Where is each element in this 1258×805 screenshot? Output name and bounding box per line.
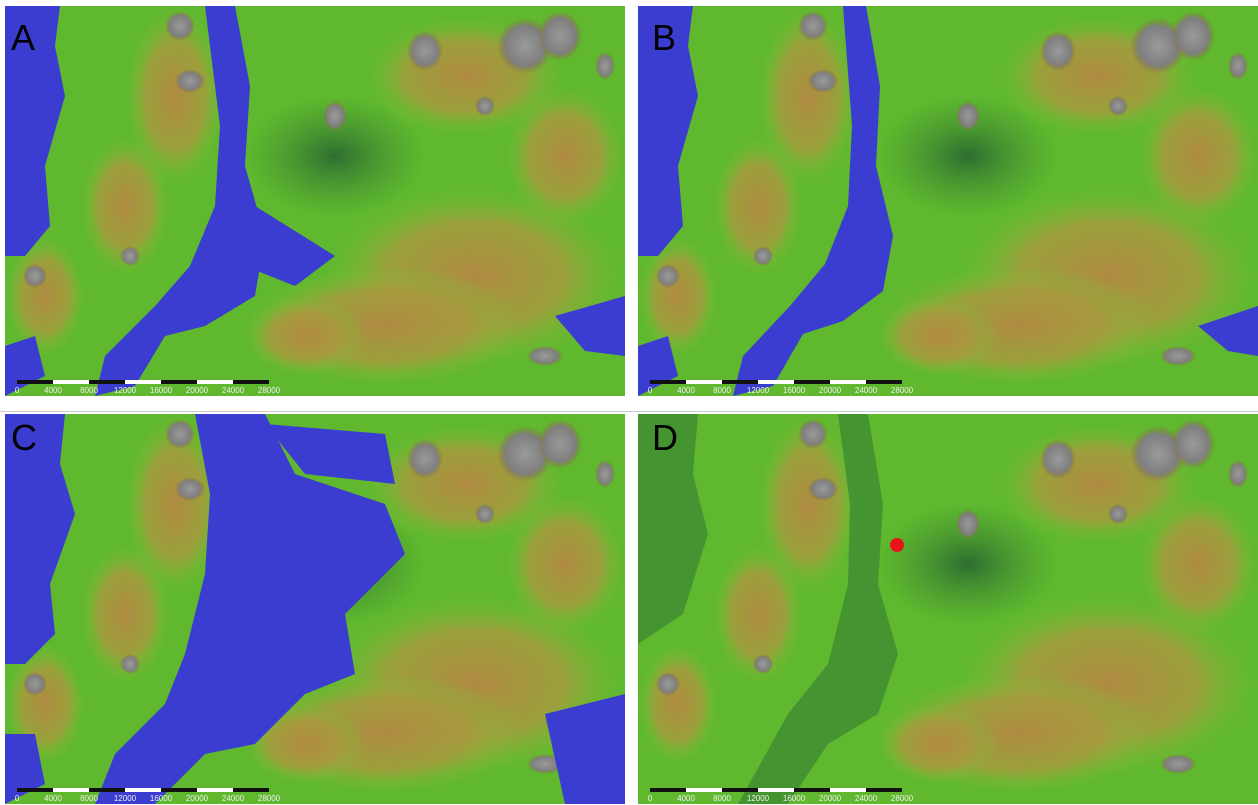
scale-label: 28000 <box>891 794 914 803</box>
scale-label: 12000 <box>114 386 137 395</box>
scale-segment <box>197 380 233 384</box>
scale-segment <box>89 788 125 792</box>
scale-label: 4000 <box>44 794 62 803</box>
scale-segment <box>89 380 125 384</box>
panel-label: A <box>11 17 35 58</box>
scale-segment <box>830 788 866 792</box>
separator <box>0 411 1258 412</box>
scale-label: 24000 <box>222 794 245 803</box>
scale-segment <box>17 788 53 792</box>
scale-label: 8000 <box>80 386 98 395</box>
scale-label: 24000 <box>855 794 878 803</box>
scale-segment <box>197 788 233 792</box>
scale-label: 16000 <box>783 794 806 803</box>
scale-label: 16000 <box>783 386 806 395</box>
map-panel: 0 4000 8000 12000 16000 20000 24000 28000 A <box>5 6 625 396</box>
map-panel: 0 4000 8000 12000 16000 20000 24000 28000 B <box>638 6 1258 396</box>
scale-label: 28000 <box>258 794 281 803</box>
scale-segment <box>161 380 197 384</box>
scale-segment <box>794 788 830 792</box>
scale-segment <box>830 380 866 384</box>
scale-segment <box>125 380 161 384</box>
scale-label: 20000 <box>186 794 209 803</box>
scale-label: 4000 <box>677 386 695 395</box>
scale-label: 8000 <box>713 386 731 395</box>
scale-segment <box>233 380 269 384</box>
scale-segment <box>53 788 89 792</box>
panel-label: C <box>11 417 37 458</box>
scale-label: 20000 <box>819 794 842 803</box>
scale-label: 24000 <box>855 386 878 395</box>
scale-label: 20000 <box>186 386 209 395</box>
scale-segment <box>866 380 902 384</box>
panel-label: B <box>652 17 676 58</box>
scale-label: 8000 <box>80 794 98 803</box>
scale-label: 28000 <box>891 386 914 395</box>
page: 0 4000 8000 12000 16000 20000 24000 28000 A 0 40… <box>0 0 1258 805</box>
scale-segment <box>125 788 161 792</box>
map-panel: 0 4000 8000 12000 16000 20000 24000 28000 C <box>5 414 625 804</box>
scale-segment <box>758 380 794 384</box>
scale-label: 4000 <box>44 386 62 395</box>
scale-label: 28000 <box>258 386 281 395</box>
scale-segment <box>722 788 758 792</box>
scale-segment <box>686 788 722 792</box>
scale-segment <box>161 788 197 792</box>
scale-label: 16000 <box>150 794 173 803</box>
map-panel: 0 4000 8000 12000 16000 20000 24000 28000 D <box>638 414 1258 804</box>
scale-segment <box>53 380 89 384</box>
scale-label: 12000 <box>747 386 770 395</box>
scale-segment <box>866 788 902 792</box>
scale-label: 0 <box>15 386 20 395</box>
scale-segment <box>17 380 53 384</box>
scale-label: 4000 <box>677 794 695 803</box>
marker <box>890 538 904 552</box>
scale-label: 20000 <box>819 386 842 395</box>
scale-label: 12000 <box>747 794 770 803</box>
scale-label: 0 <box>648 386 653 395</box>
scale-segment <box>794 380 830 384</box>
scale-label: 8000 <box>713 794 731 803</box>
scale-segment <box>650 788 686 792</box>
scale-segment <box>722 380 758 384</box>
scale-label: 0 <box>15 794 20 803</box>
scale-segment <box>650 380 686 384</box>
scale-segment <box>233 788 269 792</box>
scale-label: 0 <box>648 794 653 803</box>
panel-label: D <box>652 417 678 458</box>
scale-label: 12000 <box>114 794 137 803</box>
scale-segment <box>758 788 794 792</box>
scale-segment <box>686 380 722 384</box>
scale-label: 24000 <box>222 386 245 395</box>
scale-label: 16000 <box>150 386 173 395</box>
